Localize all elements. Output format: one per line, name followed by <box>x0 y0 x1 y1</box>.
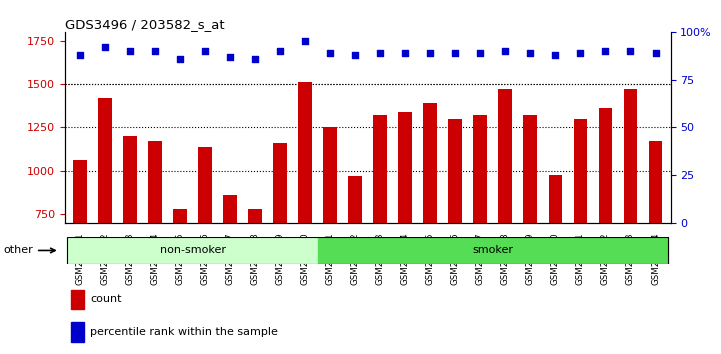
Bar <box>98 98 112 223</box>
Bar <box>273 143 287 223</box>
Bar <box>224 195 237 223</box>
Bar <box>318 237 668 264</box>
Bar <box>148 141 162 223</box>
Text: other: other <box>4 245 55 256</box>
Bar <box>598 108 612 223</box>
Point <box>324 50 336 56</box>
Point <box>575 50 586 56</box>
Point <box>425 50 436 56</box>
Point <box>174 56 186 62</box>
Bar <box>649 141 663 223</box>
Bar <box>298 82 312 223</box>
Point <box>399 50 411 56</box>
Point <box>650 50 661 56</box>
Bar <box>348 176 362 223</box>
Bar <box>373 115 387 223</box>
Point <box>149 48 161 54</box>
Text: non-smoker: non-smoker <box>159 245 226 256</box>
Text: GDS3496 / 203582_s_at: GDS3496 / 203582_s_at <box>65 18 224 31</box>
Point <box>99 44 111 50</box>
Point <box>624 48 636 54</box>
Bar <box>474 115 487 223</box>
Bar <box>323 127 337 223</box>
Bar <box>173 209 187 223</box>
Point <box>525 50 536 56</box>
Bar <box>71 290 84 309</box>
Bar <box>523 115 537 223</box>
Point <box>474 50 486 56</box>
Bar <box>248 209 262 223</box>
Point <box>249 56 261 62</box>
Bar <box>423 103 437 223</box>
Point <box>500 48 511 54</box>
Point <box>275 48 286 54</box>
Point <box>124 48 136 54</box>
Point <box>74 52 86 58</box>
Point <box>224 54 236 59</box>
Point <box>299 39 311 44</box>
Bar <box>448 119 462 223</box>
Bar <box>624 89 637 223</box>
Bar <box>498 89 512 223</box>
Bar <box>198 147 212 223</box>
Bar <box>71 322 84 342</box>
Point <box>600 48 611 54</box>
Bar <box>549 175 562 223</box>
Text: count: count <box>90 295 122 304</box>
Bar <box>573 119 588 223</box>
Point <box>374 50 386 56</box>
Point <box>449 50 461 56</box>
Point <box>199 48 211 54</box>
Bar <box>399 112 412 223</box>
Bar <box>123 136 137 223</box>
Text: smoker: smoker <box>472 245 513 256</box>
Text: percentile rank within the sample: percentile rank within the sample <box>90 327 278 337</box>
Point <box>350 52 361 58</box>
Bar <box>67 237 318 264</box>
Point <box>549 52 561 58</box>
Bar <box>73 160 87 223</box>
